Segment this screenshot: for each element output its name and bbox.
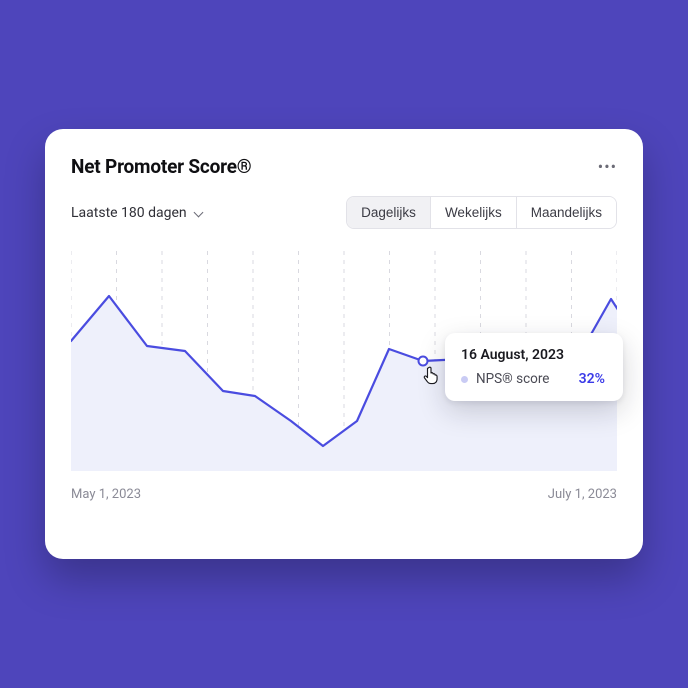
chevron-down-icon [193, 208, 203, 218]
chart-area: 16 August, 2023 NPS® score 32% [71, 251, 617, 471]
card-title: Net Promoter Score® [71, 155, 252, 178]
card-header: Net Promoter Score® ••• [71, 155, 617, 178]
card-controls: Laatste 180 dagen Dagelijks Wekelijks Ma… [71, 196, 617, 229]
chart-tooltip: 16 August, 2023 NPS® score 32% [445, 333, 623, 401]
range-selector-label: Laatste 180 dagen [71, 205, 187, 221]
x-axis-start-label: May 1, 2023 [71, 487, 141, 502]
interval-segmented: Dagelijks Wekelijks Maandelijks [346, 196, 617, 229]
tooltip-dot-icon [461, 376, 468, 383]
tooltip-row: NPS® score 32% [461, 371, 605, 387]
x-axis-end-label: July 1, 2023 [548, 487, 617, 502]
interval-daily-button[interactable]: Dagelijks [347, 197, 430, 228]
interval-weekly-button[interactable]: Wekelijks [430, 197, 516, 228]
interval-monthly-button[interactable]: Maandelijks [516, 197, 616, 228]
tooltip-value: 32% [579, 371, 605, 387]
more-icon[interactable]: ••• [598, 157, 617, 176]
tooltip-metric: NPS® score [461, 371, 549, 387]
x-axis-labels: May 1, 2023 July 1, 2023 [71, 487, 617, 502]
tooltip-metric-label: NPS® score [476, 371, 549, 387]
range-selector[interactable]: Laatste 180 dagen [71, 205, 203, 221]
nps-card: Net Promoter Score® ••• Laatste 180 dage… [45, 129, 643, 559]
cursor-pointer-icon [423, 365, 441, 385]
tooltip-date: 16 August, 2023 [461, 347, 605, 363]
